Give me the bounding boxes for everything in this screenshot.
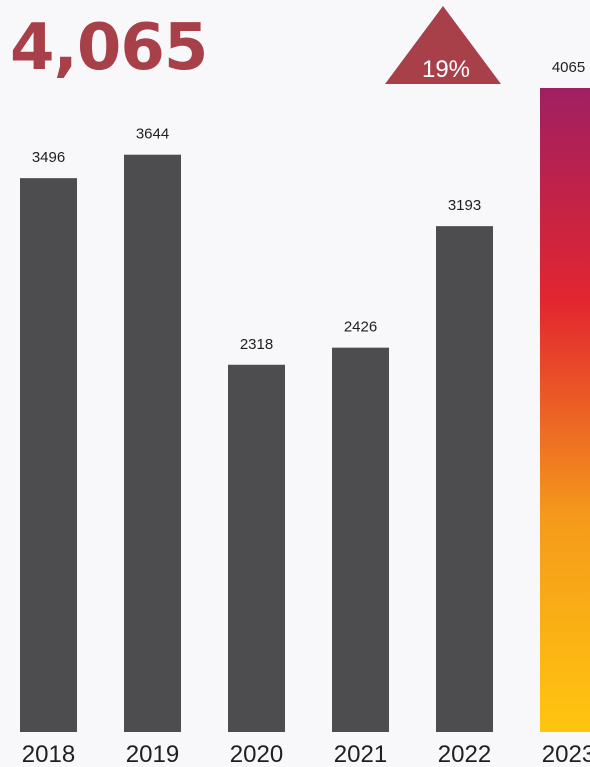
- change-percent-label: 19%: [422, 56, 470, 83]
- year-label-2021: 2021: [334, 741, 387, 767]
- value-label-2020: 2318: [240, 336, 273, 353]
- bar-2019: [124, 154, 181, 733]
- value-label-2018: 3496: [32, 149, 65, 166]
- increase-triangle-icon: [385, 6, 501, 84]
- value-label-2019: 3644: [136, 126, 169, 143]
- bar-2018: [20, 178, 77, 732]
- year-label-2023: 2023: [542, 741, 590, 767]
- year-label-2022: 2022: [438, 741, 491, 767]
- value-label-2022: 3193: [448, 197, 481, 214]
- bars-group: 3496 2018 3644 2019 2318 2020 2426 2021 3193 2022…: [20, 59, 590, 767]
- year-label-2018: 2018: [22, 741, 75, 767]
- bar-2021: [332, 347, 389, 732]
- change-badge: 19%: [385, 6, 501, 84]
- bar-2020: [228, 364, 285, 732]
- value-label-2021: 2426: [344, 319, 377, 336]
- bar-2023: [540, 88, 590, 732]
- year-label-2020: 2020: [230, 741, 283, 767]
- headline-total: 4,065: [10, 11, 208, 85]
- year-label-2019: 2019: [126, 741, 179, 767]
- value-label-2023: 4065: [552, 59, 585, 76]
- bar-2022: [436, 226, 493, 733]
